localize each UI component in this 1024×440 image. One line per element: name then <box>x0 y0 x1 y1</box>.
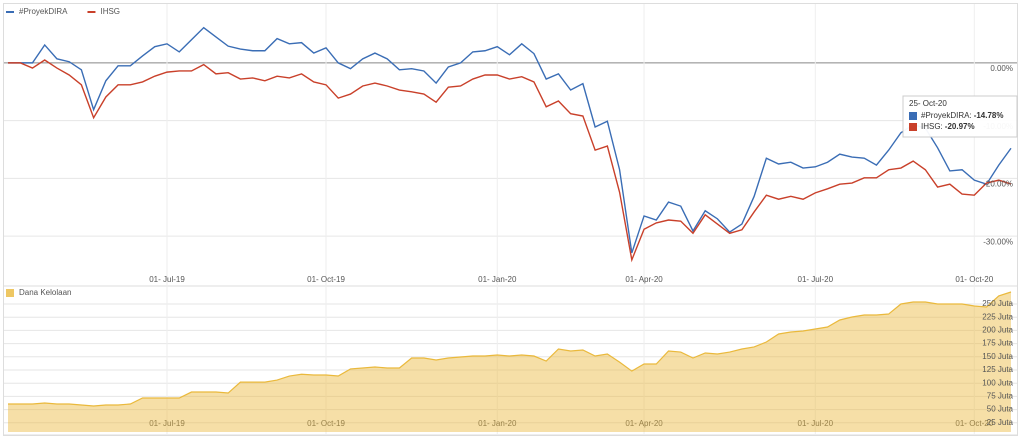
y-tick-label: -30.00% <box>983 237 1013 246</box>
x-tick-label: 01- Jan-20 <box>478 419 517 428</box>
x-tick-label: 01- Oct-19 <box>307 275 345 284</box>
legend-label: IHSG <box>100 7 120 16</box>
legend-swatch <box>87 11 96 13</box>
x-tick-label: 01- Jul-19 <box>149 419 185 428</box>
y-tick-label: 75 Juta <box>987 392 1014 401</box>
y-tick-label: 150 Juta <box>982 352 1013 361</box>
legend-swatch <box>6 11 14 13</box>
y-tick-label: 50 Juta <box>987 405 1014 414</box>
legend-item[interactable]: #ProyekDIRA <box>6 7 68 16</box>
y-tick-label: 0.00% <box>990 64 1013 73</box>
tooltip-value: -14.78% <box>974 111 1004 120</box>
y-tick-label: 200 Juta <box>982 326 1013 335</box>
tooltip-label: IHSG: <box>921 122 943 131</box>
x-tick-label: 01- Apr-20 <box>625 419 663 428</box>
x-tick-label: 01- Oct-20 <box>955 275 993 284</box>
frame <box>3 3 1018 436</box>
legend-swatch <box>6 289 14 297</box>
legend-item[interactable]: IHSG <box>87 7 120 16</box>
x-tick-label: 01- Jan-20 <box>478 275 517 284</box>
x-tick-label: 01- Apr-20 <box>625 275 663 284</box>
x-tick-label: 01- Jul-20 <box>798 419 834 428</box>
legend-label: #ProyekDIRA <box>19 7 68 16</box>
legend-label: Dana Kelolaan <box>19 288 71 297</box>
tooltip-value: -20.97% <box>945 122 975 131</box>
area-fill <box>8 292 1011 432</box>
x-tick-label: 01- Jul-20 <box>798 275 834 284</box>
area-line <box>8 291 1012 407</box>
y-tick-label: 175 Juta <box>982 339 1013 348</box>
legend-item[interactable]: Dana Kelolaan <box>6 288 71 297</box>
tooltip-title: 25- Oct-20 <box>909 99 947 108</box>
y-tick-label: 125 Juta <box>982 365 1013 374</box>
x-tick-label: 01- Jul-19 <box>149 275 185 284</box>
series-line <box>8 59 1012 263</box>
x-tick-label: 01- Oct-19 <box>307 419 345 428</box>
y-tick-label: 100 Juta <box>982 378 1013 387</box>
tooltip-swatch <box>909 112 917 120</box>
y-tick-label: 250 Juta <box>982 299 1013 308</box>
y-tick-label: -20.00% <box>983 180 1013 189</box>
y-tick-label: 25 Juta <box>987 418 1014 427</box>
y-tick-label: 225 Juta <box>982 312 1013 321</box>
x-tick-label: 01- Oct-20 <box>955 419 993 428</box>
tooltip-box <box>902 95 1018 138</box>
series-line <box>8 26 1012 254</box>
tooltip: 25- Oct-20 #ProyekDIRA: -14.78% IHSG: -20.97… <box>902 95 1018 138</box>
tooltip-label: #ProyekDIRA: <box>921 111 972 120</box>
tooltip-swatch <box>909 123 917 131</box>
